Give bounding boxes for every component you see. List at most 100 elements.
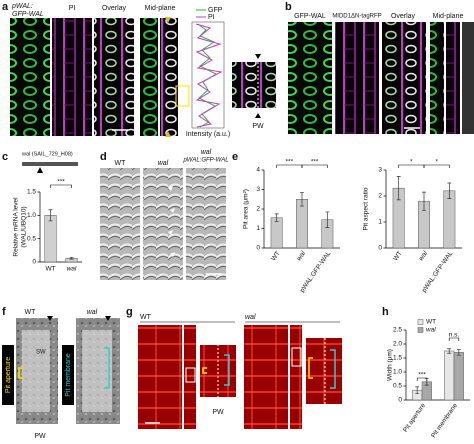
bracket bbox=[104, 347, 110, 389]
column-title: Mid-plane bbox=[433, 13, 464, 20]
error-bar bbox=[69, 256, 74, 260]
y-tick-label: 0 bbox=[378, 245, 382, 252]
gene-model bbox=[22, 162, 78, 166]
y-tick-label: 2.5 bbox=[393, 327, 402, 334]
y-axis-label: Width (μm) bbox=[387, 349, 394, 381]
inset bbox=[306, 338, 342, 404]
micrograph bbox=[100, 168, 140, 280]
pw-label: PW bbox=[212, 409, 224, 416]
significance-label: *** bbox=[286, 159, 294, 166]
roi-box bbox=[175, 85, 190, 107]
bar bbox=[443, 190, 456, 249]
error-bar bbox=[447, 182, 452, 199]
y-axis-label: Relative mRNA level bbox=[13, 197, 20, 257]
panel-c: c wal (SAIL_729_H08) bbox=[2, 151, 78, 173]
label-box bbox=[62, 345, 74, 405]
micrograph bbox=[462, 22, 474, 134]
micrograph bbox=[244, 325, 288, 429]
significance-label: * bbox=[435, 159, 438, 166]
legend-swatch bbox=[417, 327, 424, 333]
y-tick-label: 0 bbox=[398, 397, 402, 404]
error-bar bbox=[274, 213, 279, 223]
panel-h: h bbox=[382, 306, 389, 318]
label-box bbox=[2, 345, 14, 405]
micrograph bbox=[94, 18, 134, 136]
column-title: WT bbox=[25, 309, 37, 316]
error-bar bbox=[396, 176, 401, 201]
micrograph bbox=[446, 22, 460, 134]
significance-label: *** bbox=[57, 179, 65, 186]
error-bar bbox=[456, 349, 461, 356]
marker bbox=[165, 17, 171, 23]
bar bbox=[270, 217, 283, 249]
y-tick-label: 3 bbox=[378, 167, 382, 174]
x-tick-label: Pit aperture bbox=[402, 402, 427, 434]
error-bar bbox=[415, 386, 420, 394]
panel-label: c bbox=[2, 151, 8, 163]
micrograph bbox=[382, 22, 426, 134]
significance-bracket bbox=[448, 337, 460, 341]
arrowhead bbox=[170, 252, 175, 257]
column-title: GFP-WAL bbox=[294, 13, 326, 20]
y-tick-label: 2.0 bbox=[393, 341, 402, 348]
column-title: wal bbox=[245, 314, 256, 321]
axis-label: Intensity (a.u.) bbox=[186, 131, 230, 138]
error-bar bbox=[422, 191, 426, 211]
column-title: pWAL: bbox=[11, 3, 33, 10]
legend-label: WT bbox=[426, 319, 436, 326]
y-tick-label: 1.0 bbox=[27, 212, 36, 219]
arrowhead bbox=[168, 186, 173, 191]
panel-label: f bbox=[2, 306, 6, 318]
micrograph bbox=[288, 22, 332, 134]
legend-label: PI bbox=[208, 14, 215, 21]
panel-label: a bbox=[2, 1, 9, 13]
profile-line bbox=[195, 23, 223, 128]
x-tick-label: WT bbox=[270, 250, 282, 262]
inset bbox=[232, 62, 276, 108]
marker bbox=[105, 316, 111, 321]
column-title: Overlay bbox=[391, 13, 416, 20]
panel-label: d bbox=[100, 151, 107, 163]
micrograph bbox=[335, 22, 379, 134]
y-tick-label: 1.5 bbox=[393, 355, 402, 362]
column-title: PI bbox=[69, 5, 76, 12]
significance-label: *** bbox=[311, 159, 319, 166]
side-label: Pit aperture bbox=[5, 357, 12, 393]
y-tick-label: 1 bbox=[378, 219, 382, 226]
y-tick-label: 4 bbox=[256, 167, 260, 174]
y-axis-label: (WAL/UBQ10) bbox=[21, 206, 28, 247]
bar bbox=[453, 352, 464, 401]
x-tick-label: WT bbox=[45, 266, 55, 273]
panel-a: a pWAL: GFP-WAL PI Overlay Mid-plane GFP… bbox=[2, 1, 276, 138]
significance-bracket bbox=[423, 164, 450, 168]
legend-label: GFP bbox=[208, 7, 223, 14]
y-tick-label: 1 bbox=[256, 225, 260, 232]
y-tick-label: 1.0 bbox=[393, 369, 402, 376]
micrograph bbox=[140, 18, 158, 136]
significance-bracket bbox=[50, 184, 72, 188]
significance-label: * bbox=[410, 159, 413, 166]
gene-label: wal (SAIL_729_H08) bbox=[21, 151, 73, 157]
panel-g: g WT wal PW bbox=[126, 306, 342, 429]
micrograph bbox=[186, 168, 226, 280]
panel-label: e bbox=[232, 151, 238, 163]
profile-frame bbox=[191, 21, 225, 129]
y-tick-label: 0 bbox=[256, 245, 260, 252]
error-bar bbox=[447, 348, 452, 354]
column-title: MIDD1ΔN-tagRFP bbox=[332, 14, 381, 20]
error-bar bbox=[48, 209, 53, 222]
marker bbox=[165, 131, 171, 137]
micrograph bbox=[143, 168, 183, 280]
panel-label: g bbox=[126, 306, 133, 318]
bracket bbox=[330, 349, 336, 389]
micrograph bbox=[160, 18, 178, 136]
column-title: Mid-plane bbox=[145, 5, 176, 12]
micrograph bbox=[52, 18, 92, 136]
panel-d: d WT wal wal pWAL:GFP-WAL bbox=[100, 149, 229, 280]
panel-f: f WT wal Pit aperture SW PW Pit membrane bbox=[2, 306, 120, 440]
significance-label: *** bbox=[418, 372, 426, 379]
panel-b: b GFP-WAL MIDD1ΔN-tagRFP Overlay Mid-pla… bbox=[285, 1, 474, 134]
x-tick-label: WT bbox=[392, 250, 404, 262]
micrograph bbox=[430, 22, 444, 134]
